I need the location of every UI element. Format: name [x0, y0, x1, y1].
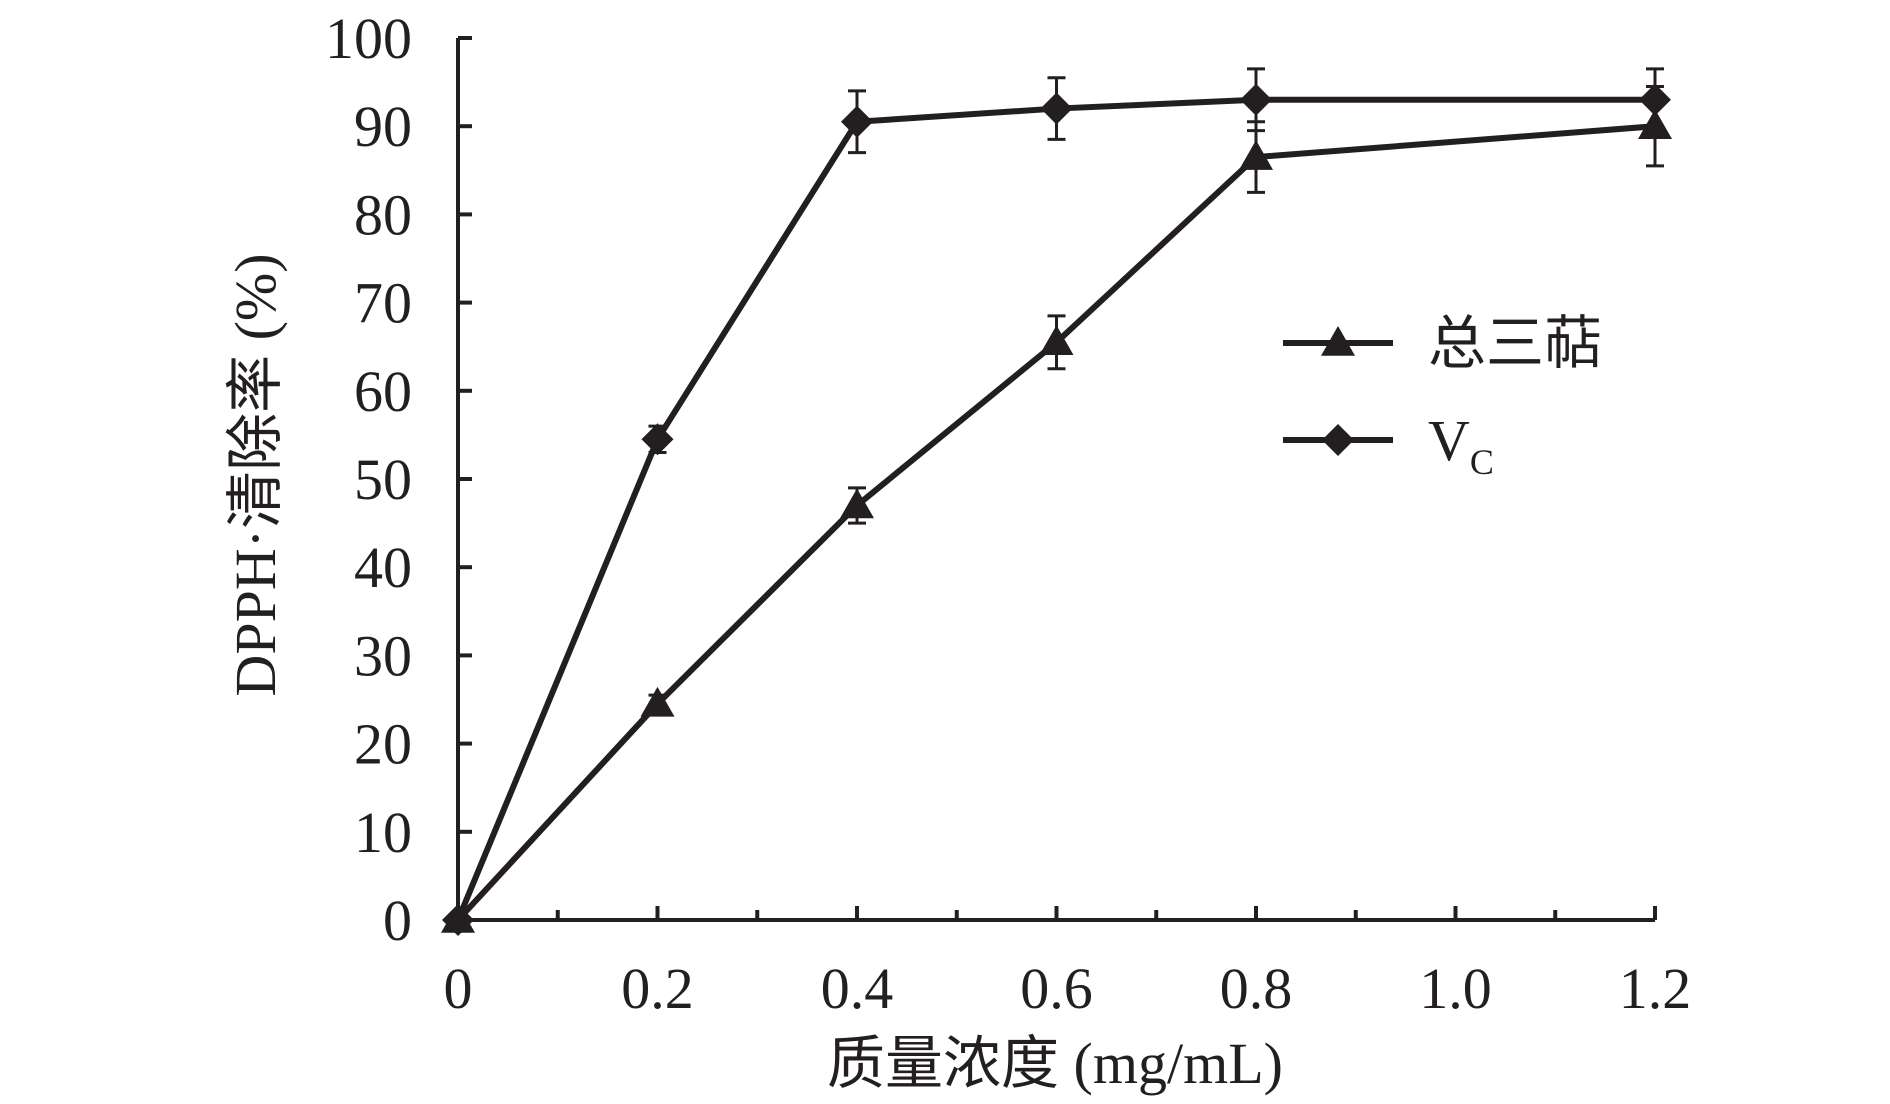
- data-point: [840, 488, 874, 519]
- y-tick-label: 60: [354, 359, 412, 424]
- x-tick-label: 0.2: [621, 956, 694, 1021]
- legend-entry: VC: [1428, 408, 1494, 482]
- x-tick-label: 1.2: [1619, 956, 1692, 1021]
- y-tick-label: 30: [354, 623, 412, 688]
- y-tick-label: 20: [354, 712, 412, 777]
- y-tick-label: 80: [354, 182, 412, 247]
- y-tick-label: 90: [354, 94, 412, 159]
- y-tick-label: 10: [354, 800, 412, 865]
- data-point: [641, 423, 674, 456]
- data-point: [841, 105, 873, 138]
- plot-area: [441, 67, 1672, 936]
- series-line: [455, 96, 1655, 922]
- series-line: [455, 123, 1656, 923]
- data-point: [640, 686, 675, 717]
- y-tick-label: 40: [354, 535, 412, 600]
- data-point: [442, 904, 474, 936]
- axes: [456, 36, 1657, 922]
- y-tick-label: 70: [354, 271, 412, 336]
- data-point: [1240, 83, 1272, 116]
- x-axis-title: 质量浓度 (mg/mL): [827, 1031, 1283, 1096]
- y-tick-label: 100: [325, 6, 412, 71]
- legend: 总三萜 VC: [1283, 311, 1602, 482]
- data-point: [1239, 140, 1273, 170]
- data-point: [1639, 83, 1671, 116]
- x-tick-label: 1.0: [1419, 956, 1492, 1021]
- data-point: [1040, 92, 1073, 125]
- x-tick-label: 0.6: [1020, 956, 1093, 1021]
- data-point: [1039, 325, 1074, 356]
- legend-marker: [1322, 424, 1354, 456]
- x-tick-label: 0: [444, 956, 473, 1021]
- y-tick-label: 0: [383, 888, 412, 953]
- y-tick-label: 50: [354, 447, 412, 512]
- legend-entry: 总三萜: [1428, 311, 1602, 376]
- y-axis-title: DPPH·清除率 (%): [223, 253, 288, 696]
- x-tick-label: 0.4: [821, 956, 894, 1021]
- series-vc: [442, 67, 1671, 936]
- x-tick-label: 0.8: [1220, 956, 1293, 1021]
- tick-labels: 0 10 20 30 40 50 60 70 80 90 100 0 0.2 0.4 0.6 0.8 1.0 1.…: [325, 6, 1691, 1021]
- legend-marker: [1321, 326, 1355, 356]
